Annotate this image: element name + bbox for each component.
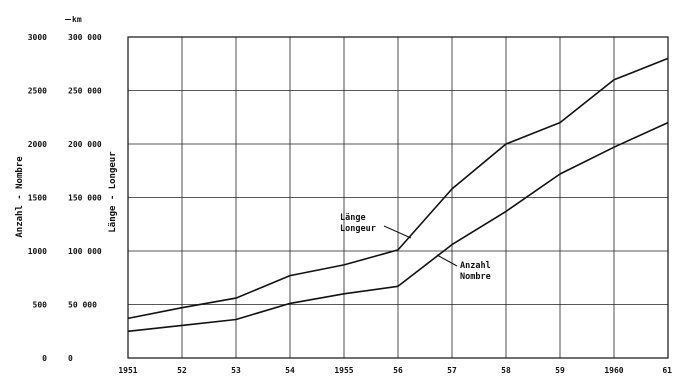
right-axis-title: Länge - Longeur bbox=[108, 151, 118, 233]
x-tick-label: 54 bbox=[285, 366, 295, 375]
x-tick-label: 56 bbox=[393, 366, 403, 375]
left-axis-ticks: 0 500 1000 1500 2000 2500 3000 bbox=[28, 33, 47, 363]
annotation-laenge-leader bbox=[383, 225, 412, 239]
left-tick-label: 500 bbox=[33, 301, 48, 310]
x-tick-label: 52 bbox=[177, 366, 187, 375]
x-tick-label: 1955 bbox=[334, 366, 353, 375]
x-tick-label: 59 bbox=[555, 366, 565, 375]
annotation-laenge-line2: Longeur bbox=[340, 224, 376, 234]
left-tick-label: 3000 bbox=[28, 33, 47, 42]
annotation-laenge: Länge Longeur bbox=[340, 213, 412, 239]
plot-frame bbox=[127, 36, 669, 359]
left-axis-title: Anzahl - Nombre bbox=[15, 156, 25, 238]
right-tick-label: 50 000 bbox=[68, 301, 97, 310]
annotation-anzahl-line1: Anzahl bbox=[460, 261, 491, 271]
x-axis-ticks: 1951 52 53 54 1955 56 57 58 59 1960 61 bbox=[118, 366, 672, 375]
annotation-anzahl-leader bbox=[436, 254, 458, 267]
right-tick-label: 300 000 bbox=[68, 33, 102, 42]
annotation-anzahl-line2: Nombre bbox=[460, 272, 491, 282]
x-tick-label: 58 bbox=[501, 366, 511, 375]
series-line-anzahl bbox=[127, 121, 669, 333]
x-tick-label: 1951 bbox=[118, 366, 137, 375]
series-line-laenge bbox=[127, 57, 669, 320]
right-tick-label: 0 bbox=[68, 354, 73, 363]
x-tick-label: 57 bbox=[447, 366, 457, 375]
x-tick-label: 1960 bbox=[604, 366, 623, 375]
right-axis-ticks: 0 50 000 100 000 150 000 200 000 250 000 300 0… bbox=[68, 33, 102, 363]
right-tick-label: 100 000 bbox=[68, 247, 102, 256]
annotation-laenge-line1: Länge bbox=[340, 213, 366, 223]
left-tick-label: 1500 bbox=[28, 194, 47, 203]
series-lines bbox=[127, 57, 669, 333]
right-tick-label: 200 000 bbox=[68, 140, 102, 149]
right-tick-label: 250 000 bbox=[68, 87, 102, 96]
left-tick-label: 2500 bbox=[28, 87, 47, 96]
x-tick-label: 53 bbox=[231, 366, 241, 375]
right-tick-label: 150 000 bbox=[68, 194, 102, 203]
left-tick-label: 1000 bbox=[28, 247, 47, 256]
left-tick-label: 0 bbox=[42, 354, 47, 363]
annotation-anzahl: Anzahl Nombre bbox=[436, 254, 491, 282]
right-axis-unit: km bbox=[72, 15, 82, 24]
x-tick-label: 61 bbox=[662, 366, 672, 375]
grid bbox=[128, 37, 668, 358]
left-tick-label: 2000 bbox=[28, 140, 47, 149]
